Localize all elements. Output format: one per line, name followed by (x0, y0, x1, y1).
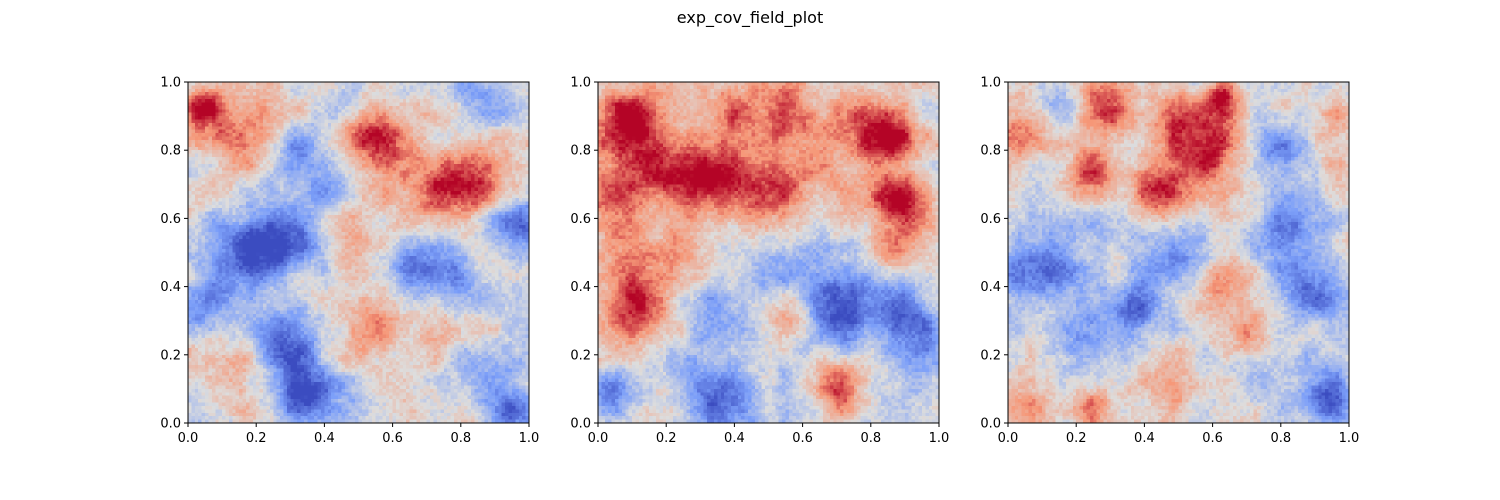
x-tick-label: 0.4 (314, 431, 335, 446)
heatmap-image (598, 82, 939, 423)
x-tick-label: 0.2 (1066, 431, 1087, 446)
x-tick-label: 0.4 (724, 431, 745, 446)
y-tick-label: 1.0 (980, 76, 1001, 91)
figure-title: exp_cov_field_plot (677, 8, 823, 28)
y-tick-label: 0.2 (160, 348, 181, 363)
y-tick-label: 0.4 (980, 280, 1001, 295)
y-tick-label: 0.0 (160, 417, 181, 432)
axes-frame (1007, 81, 1350, 424)
x-tick-label: 0.6 (382, 431, 403, 446)
y-tick-label: 0.0 (570, 417, 591, 432)
x-tick-label: 0.6 (792, 431, 813, 446)
x-tick-label: 0.0 (588, 431, 609, 446)
heatmap-image (1008, 82, 1349, 423)
axes-frame (187, 81, 530, 424)
y-tick-label: 0.6 (160, 212, 181, 227)
subplot-3: 0.0 0.2 0.4 0.6 0.8 1.0 0.0 0.2 0.4 0.6 0.8 1.0 (980, 76, 1359, 447)
subplot-2: 0.0 0.2 0.4 0.6 0.8 1.0 0.0 0.2 0.4 0.6 0.8 1.0 (570, 76, 949, 447)
y-tick-label: 1.0 (160, 76, 181, 91)
y-tick-label: 0.4 (570, 280, 591, 295)
y-tick-label: 0.2 (570, 348, 591, 363)
x-tick-label: 0.0 (178, 431, 199, 446)
x-tick-label: 1.0 (929, 431, 950, 446)
y-tick-label: 0.6 (980, 212, 1001, 227)
y-tick-label: 0.4 (160, 280, 181, 295)
x-tick-label: 0.8 (860, 431, 881, 446)
y-tick-label: 0.8 (570, 144, 591, 159)
x-tick-label: 1.0 (1339, 431, 1360, 446)
subplot-panels: 0.0 0.2 0.4 0.6 0.8 1.00.00.20.40.60.81.00.0 0… (160, 76, 1359, 447)
x-tick-label: 0.8 (1270, 431, 1291, 446)
heatmap-image (188, 82, 529, 423)
x-tick-label: 0.0 (998, 431, 1019, 446)
x-tick-label: 0.4 (1134, 431, 1155, 446)
y-tick-label: 0.2 (980, 348, 1001, 363)
x-tick-label: 0.8 (450, 431, 471, 446)
axes-frame (597, 81, 940, 424)
y-tick-label: 0.8 (980, 144, 1001, 159)
y-tick-label: 0.8 (160, 144, 181, 159)
x-tick-label: 0.2 (656, 431, 677, 446)
subplot-1: 0.0 0.2 0.4 0.6 0.8 1.0 0.0 0.2 0.4 0.6 0.8 1.0 (160, 76, 539, 447)
y-tick-label: 0.0 (980, 417, 1001, 432)
x-tick-label: 0.2 (246, 431, 267, 446)
y-tick-label: 1.0 (570, 76, 591, 91)
x-tick-label: 1.0 (519, 431, 540, 446)
x-tick-label: 0.6 (1202, 431, 1223, 446)
y-tick-label: 0.6 (570, 212, 591, 227)
